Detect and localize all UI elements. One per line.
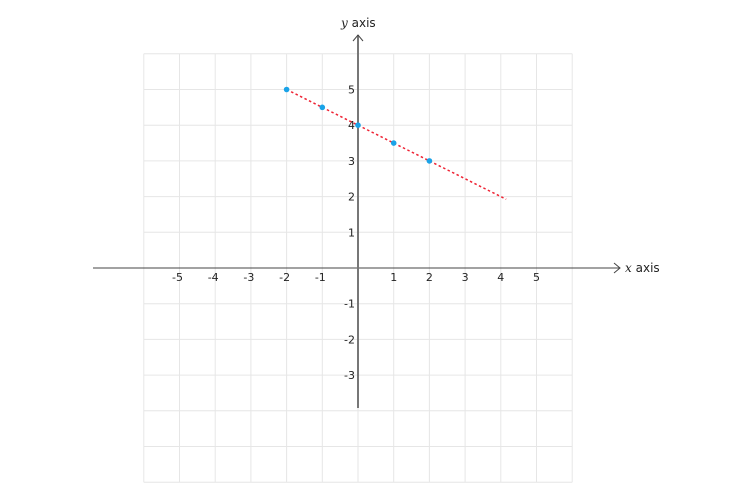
x-tick-label: -5	[172, 271, 183, 284]
x-tick-label: -1	[315, 271, 326, 284]
x-tick-label: -4	[208, 271, 219, 284]
x-tick-label: 5	[533, 271, 540, 284]
x-tick-label: 2	[426, 271, 433, 284]
data-point	[355, 122, 361, 128]
y-tick-label: 4	[348, 119, 355, 132]
x-tick-label: -3	[243, 271, 254, 284]
y-tick-label: -1	[344, 298, 355, 311]
tick-labels: -5 -4 -3 -2 -1 1 2 3 4 5 5 4 3 2 1 -1 -2 -3	[172, 84, 540, 383]
axes	[93, 34, 621, 408]
y-tick-label: -2	[344, 333, 355, 346]
y-axis-arrow-icon	[352, 34, 364, 42]
data-point	[426, 158, 433, 164]
x-tick-label: 4	[497, 271, 504, 284]
data-point	[390, 140, 397, 146]
y-tick-label: 3	[348, 155, 355, 168]
x-axis-arrow-icon	[613, 262, 621, 274]
y-tick-label: 2	[348, 191, 355, 204]
x-tick-label: -2	[279, 271, 290, 284]
data-point	[283, 86, 290, 93]
x-axis-label: x axis	[625, 261, 660, 275]
y-axis-label: y axis	[340, 16, 376, 30]
x-tick-label: 1	[390, 271, 397, 284]
data-point	[319, 104, 326, 111]
x-tick-label: 3	[462, 271, 469, 284]
y-tick-label: 5	[348, 84, 355, 97]
y-tick-label: -3	[344, 369, 355, 382]
series	[283, 86, 507, 200]
y-tick-label: 1	[348, 226, 355, 239]
dotted-line	[286, 88, 507, 200]
